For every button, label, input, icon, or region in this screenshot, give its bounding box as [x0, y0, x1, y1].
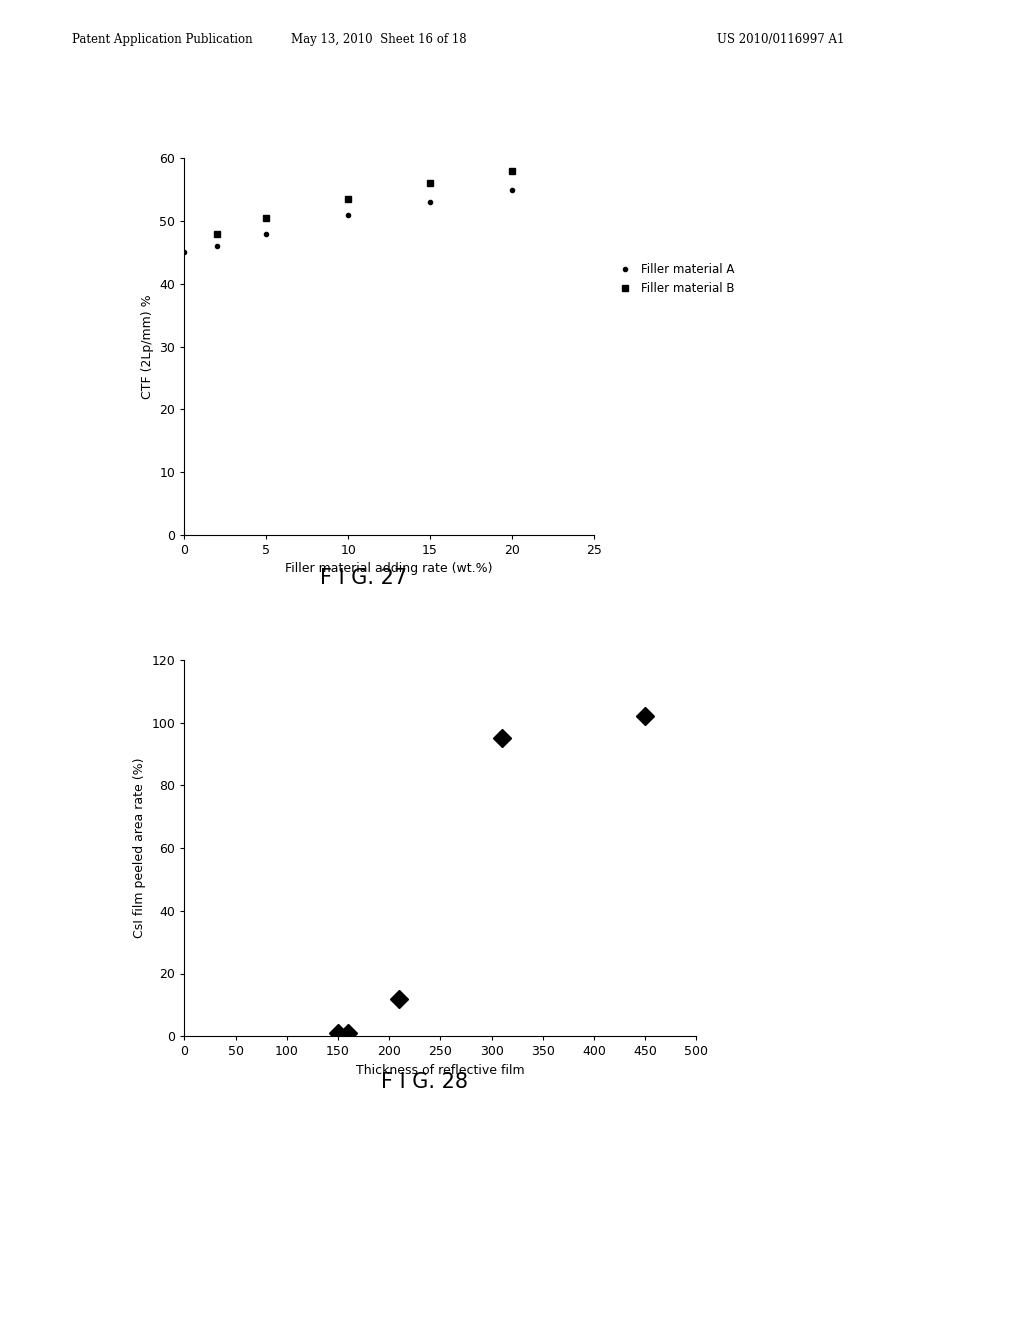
Text: F I G. 27: F I G. 27: [319, 568, 408, 587]
Y-axis label: CTF (2Lp/mm) %: CTF (2Lp/mm) %: [140, 294, 154, 399]
Legend: Filler material A, Filler material B: Filler material A, Filler material B: [608, 259, 739, 300]
Y-axis label: CsI film peeled area rate (%): CsI film peeled area rate (%): [133, 758, 145, 939]
X-axis label: Filler material adding rate (wt.%): Filler material adding rate (wt.%): [286, 562, 493, 576]
Text: May 13, 2010  Sheet 16 of 18: May 13, 2010 Sheet 16 of 18: [291, 33, 467, 46]
Text: US 2010/0116997 A1: US 2010/0116997 A1: [717, 33, 844, 46]
Text: Patent Application Publication: Patent Application Publication: [72, 33, 252, 46]
X-axis label: Thickness of reflective film: Thickness of reflective film: [356, 1064, 524, 1077]
Text: F I G. 28: F I G. 28: [382, 1072, 468, 1092]
